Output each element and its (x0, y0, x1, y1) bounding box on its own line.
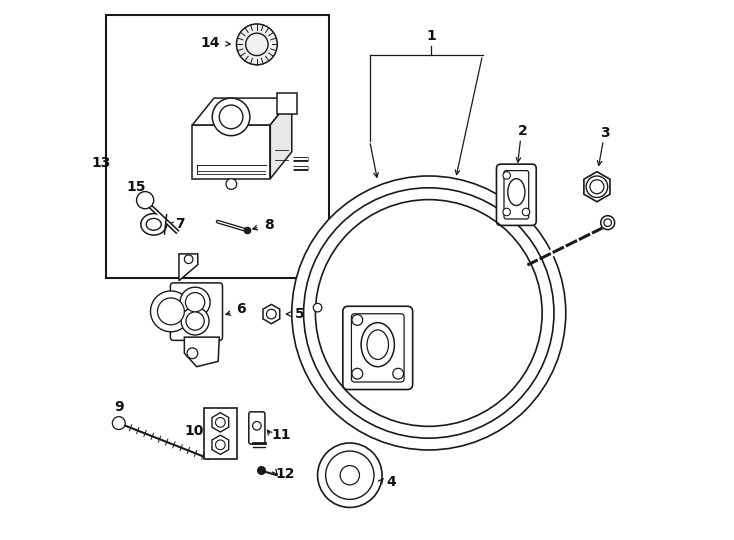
Circle shape (187, 348, 197, 359)
Ellipse shape (141, 214, 167, 235)
Bar (203, 408, 237, 459)
Polygon shape (184, 337, 219, 367)
Text: 7: 7 (175, 217, 185, 231)
Polygon shape (270, 98, 292, 179)
Polygon shape (263, 305, 280, 323)
Text: 12: 12 (275, 467, 295, 481)
Circle shape (292, 176, 566, 450)
Circle shape (340, 465, 360, 485)
Polygon shape (212, 435, 229, 455)
Circle shape (590, 180, 604, 194)
Circle shape (180, 287, 210, 318)
Text: 5: 5 (295, 307, 305, 321)
Text: 4: 4 (386, 475, 396, 489)
Circle shape (236, 24, 277, 65)
Bar (106, 15, 330, 278)
Circle shape (586, 176, 608, 198)
Text: 11: 11 (272, 428, 291, 442)
Text: 1: 1 (426, 29, 436, 43)
Circle shape (252, 422, 261, 430)
Circle shape (523, 208, 530, 216)
Text: 2: 2 (518, 124, 528, 138)
Circle shape (212, 98, 250, 136)
Circle shape (503, 172, 510, 179)
Text: 15: 15 (126, 180, 146, 194)
Circle shape (393, 368, 404, 379)
FancyBboxPatch shape (504, 171, 528, 219)
Circle shape (352, 315, 363, 325)
Ellipse shape (367, 330, 388, 360)
FancyBboxPatch shape (170, 283, 222, 340)
Circle shape (246, 33, 268, 56)
Polygon shape (584, 172, 610, 202)
FancyBboxPatch shape (249, 412, 265, 444)
Text: 6: 6 (236, 302, 246, 316)
Circle shape (216, 417, 225, 427)
Ellipse shape (146, 218, 161, 230)
Polygon shape (192, 125, 270, 179)
Circle shape (503, 208, 510, 216)
Circle shape (137, 192, 153, 209)
Circle shape (600, 215, 614, 230)
Circle shape (216, 440, 225, 450)
Circle shape (352, 368, 363, 379)
Polygon shape (192, 98, 292, 125)
Circle shape (186, 293, 205, 312)
Text: 9: 9 (114, 400, 123, 414)
Circle shape (226, 179, 237, 190)
Circle shape (266, 309, 276, 319)
Circle shape (318, 443, 382, 508)
Text: 10: 10 (184, 424, 204, 438)
Circle shape (313, 303, 322, 312)
FancyBboxPatch shape (496, 164, 537, 225)
FancyBboxPatch shape (343, 306, 413, 389)
Polygon shape (212, 413, 229, 432)
Circle shape (158, 298, 184, 325)
Circle shape (186, 312, 204, 330)
Circle shape (112, 417, 126, 429)
Circle shape (181, 307, 209, 335)
Ellipse shape (361, 322, 394, 367)
Text: 3: 3 (600, 126, 610, 140)
Bar (277, 93, 297, 114)
Circle shape (326, 451, 374, 500)
Circle shape (184, 255, 193, 264)
Ellipse shape (508, 179, 525, 206)
Circle shape (604, 219, 611, 226)
Circle shape (219, 105, 243, 129)
Text: 13: 13 (92, 156, 112, 170)
Text: 14: 14 (200, 36, 220, 50)
FancyBboxPatch shape (352, 314, 404, 382)
Polygon shape (179, 254, 197, 281)
Text: 8: 8 (264, 218, 274, 232)
Circle shape (150, 291, 192, 332)
